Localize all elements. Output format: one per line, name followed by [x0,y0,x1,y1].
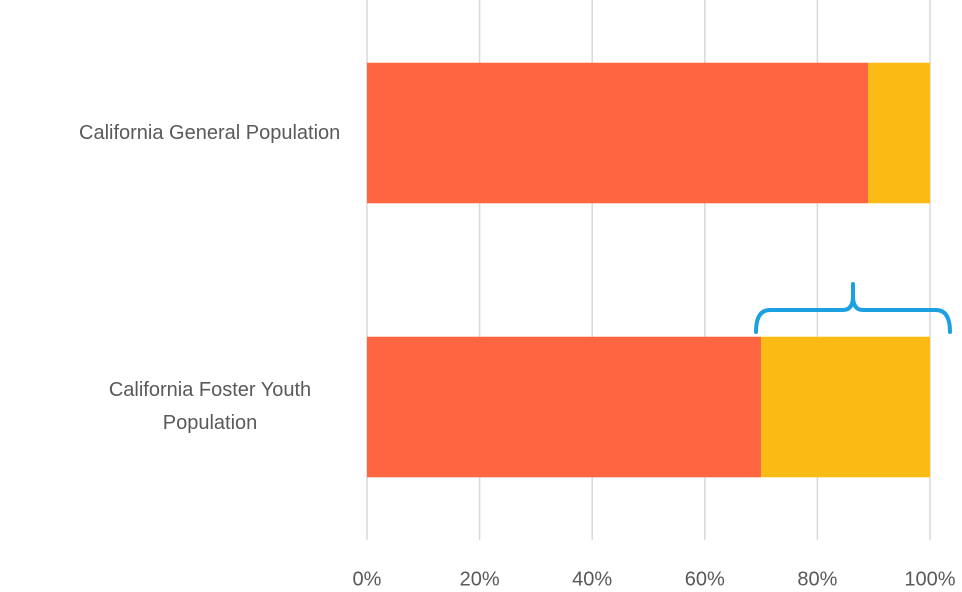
x-tick-label: 20% [460,568,500,590]
bar-segment [367,62,869,204]
bracket-annotation [754,282,952,334]
x-tick-label: 40% [572,568,612,590]
bars [367,62,930,478]
bar-segment [367,336,762,478]
x-tick-label: 0% [353,568,382,590]
x-tick-label: 60% [685,568,725,590]
x-tick-label: 80% [797,568,837,590]
bar-segment [868,62,930,204]
category-label: California General Population [79,121,341,144]
x-tick-label: 100% [904,568,955,590]
bar-segment [761,336,930,478]
category-label: California Foster Youth Population [108,379,312,434]
